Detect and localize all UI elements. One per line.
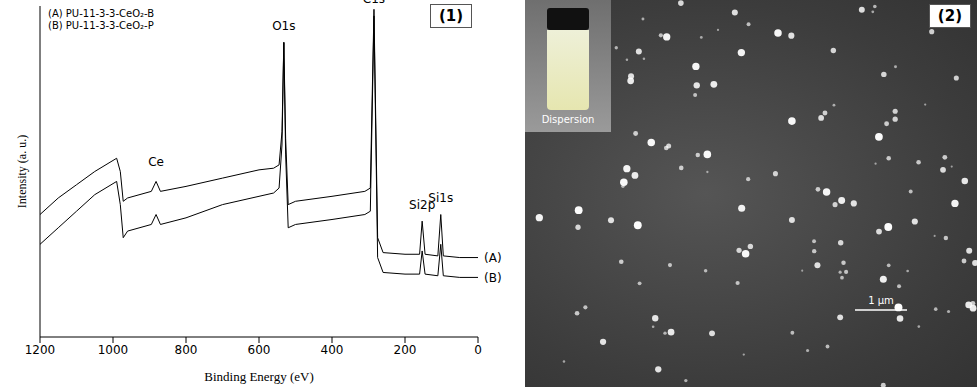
html-text:(A) PU-11-3-3-CeO₂-B: (A) PU-11-3-3-CeO₂-B — [48, 8, 155, 19]
svg-text:Si1s: Si1s — [428, 191, 453, 205]
html-text:(B) PU-11-3-3-CeO₂-P: (B) PU-11-3-3-CeO₂-P — [48, 20, 154, 31]
svg-text:600: 600 — [248, 343, 271, 357]
html-text:(1): (1) — [439, 7, 464, 25]
svg-text:Binding Energy (eV): Binding Energy (eV) — [204, 369, 314, 384]
svg-text:Intensity (a. u.): Intensity (a. u.) — [15, 135, 29, 208]
svg-text:Ce: Ce — [148, 155, 164, 169]
svg-text:800: 800 — [175, 343, 198, 357]
html-text:(2): (2) — [937, 7, 962, 25]
svg-text:C1s: C1s — [363, 0, 385, 6]
svg-text:1000: 1000 — [98, 343, 129, 357]
html-text:Dispersion: Dispersion — [541, 114, 595, 125]
svg-text:(B): (B) — [484, 271, 502, 285]
svg-text:200: 200 — [394, 343, 417, 357]
svg-text:1 µm: 1 µm — [868, 295, 894, 306]
svg-text:(A): (A) — [484, 251, 502, 265]
svg-text:Si2p: Si2p — [409, 197, 436, 212]
svg-text:1200: 1200 — [25, 343, 56, 357]
svg-text:400: 400 — [321, 343, 344, 357]
svg-text:O1s: O1s — [272, 19, 295, 33]
svg-text:0: 0 — [474, 343, 482, 357]
